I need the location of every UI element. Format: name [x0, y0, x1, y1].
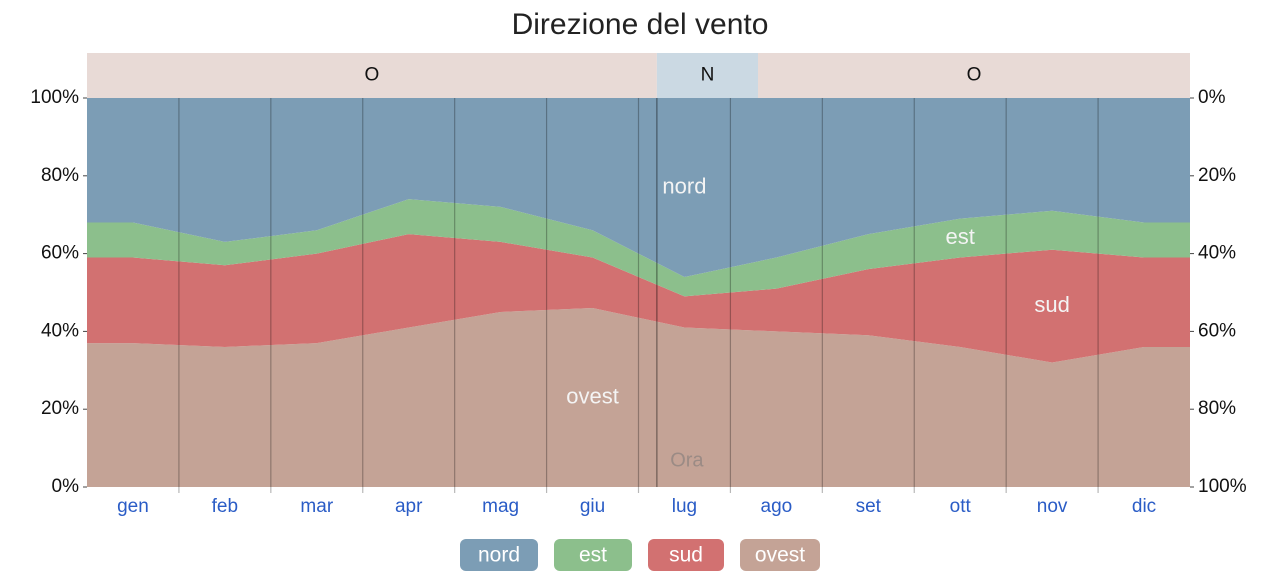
legend-item[interactable]: ovest — [740, 539, 820, 571]
legend-label[interactable]: ovest — [755, 544, 805, 567]
legend-label[interactable]: nord — [478, 544, 520, 567]
y2-tick-label: 0% — [1198, 87, 1226, 108]
x-tick-label: ott — [950, 496, 972, 517]
x-tick-label: apr — [395, 496, 423, 517]
x-tick-label: nov — [1037, 496, 1068, 517]
legend-item[interactable]: nord — [460, 539, 538, 571]
x-tick-label: giu — [580, 496, 605, 517]
series-label: ovest — [566, 383, 619, 408]
area — [87, 234, 1190, 363]
legend-label[interactable]: est — [579, 544, 607, 567]
dominant-label: O — [365, 65, 380, 86]
y-tick-label: 0% — [52, 476, 80, 497]
y2-tick-label: 60% — [1198, 320, 1236, 341]
legend-item[interactable]: est — [554, 539, 632, 571]
series-label: sud — [1034, 292, 1069, 317]
x-tick-label: mag — [482, 496, 519, 517]
y-tick-label: 80% — [41, 165, 79, 186]
x-tick-label: dic — [1132, 496, 1156, 517]
dominant-band — [656, 53, 758, 98]
series-label: est — [946, 224, 975, 249]
legend-label[interactable]: sud — [669, 544, 703, 567]
dominant-band — [87, 53, 657, 98]
area — [87, 308, 1190, 487]
annotation: Ora — [670, 449, 704, 471]
dominant-label: O — [967, 65, 982, 86]
y-tick-label: 60% — [41, 243, 79, 264]
y2-tick-label: 100% — [1198, 476, 1247, 497]
legend-swatch[interactable] — [460, 539, 538, 571]
chart-title: Direzione del vento — [512, 8, 769, 41]
legend-swatch[interactable] — [740, 539, 820, 571]
legend-swatch[interactable] — [554, 539, 632, 571]
legend-item[interactable]: sud — [648, 539, 724, 571]
area — [87, 98, 1190, 277]
series-label: nord — [662, 173, 706, 198]
dominant-band — [757, 53, 1190, 98]
y-tick-label: 40% — [41, 320, 79, 341]
y2-tick-label: 80% — [1198, 398, 1236, 419]
y2-tick-label: 40% — [1198, 243, 1236, 264]
area — [87, 199, 1190, 297]
x-tick-label: lug — [672, 496, 697, 517]
y-tick-label: 100% — [30, 87, 79, 108]
x-tick-label: ago — [761, 496, 793, 517]
x-tick-label: feb — [212, 496, 238, 517]
y2-tick-label: 20% — [1198, 165, 1236, 186]
legend-swatch[interactable] — [648, 539, 724, 571]
dominant-label: N — [701, 65, 715, 86]
y-tick-label: 20% — [41, 398, 79, 419]
x-tick-label: set — [856, 496, 882, 517]
x-tick-label: gen — [117, 496, 149, 517]
x-tick-label: mar — [300, 496, 333, 517]
